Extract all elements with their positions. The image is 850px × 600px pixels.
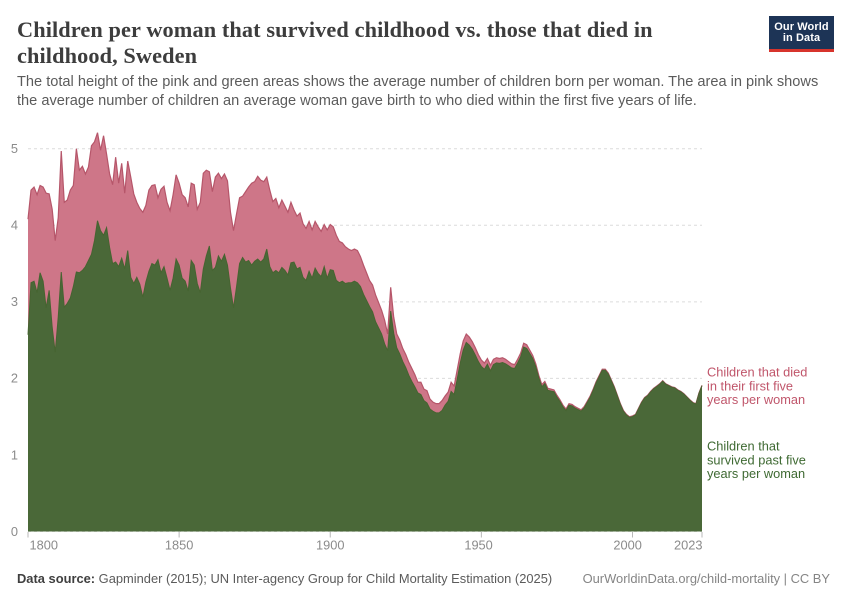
- plot-areas: [27, 132, 703, 532]
- chart-title-line2: childhood, Sweden: [17, 43, 198, 68]
- owid-credit-link[interactable]: OurWorldinData.org/child-mortality | CC …: [582, 571, 830, 586]
- legend-died: Children that died in their first five yea…: [707, 365, 807, 408]
- x-axis-label-1950: 1950: [464, 538, 492, 553]
- owid-logo: Our World in Data: [769, 16, 834, 52]
- owid-logo-line2: in Data: [782, 31, 821, 44]
- chart-title-line1: Children per woman that survived childho…: [17, 17, 653, 42]
- x-axis-label-1850: 1850: [165, 538, 193, 553]
- chart-footer: Data source: Gapminder (2015); UN Inter-…: [17, 571, 830, 586]
- y-axis-label-1: 1: [11, 447, 18, 462]
- y-axis-label-4: 4: [11, 218, 18, 233]
- y-axis-label-0: 0: [11, 524, 18, 539]
- y-axis-label-2: 2: [11, 371, 18, 386]
- x-axis-label-2023: 2023: [674, 538, 702, 553]
- x-axis-label-1900: 1900: [316, 538, 344, 553]
- line-total-children: [27, 132, 703, 418]
- data-source-note: Data source: Gapminder (2015); UN Inter-…: [17, 571, 552, 586]
- series-labels: Children that died in their first five yea…: [707, 365, 807, 482]
- data-source-text: Gapminder (2015); UN Inter-agency Group …: [95, 571, 553, 586]
- y-axis-label-3: 3: [11, 294, 18, 309]
- area-survived[interactable]: [28, 220, 702, 532]
- x-axis-labels: 1800 1850 1900 1950 2000 2023: [30, 538, 703, 553]
- x-axis-label-1800: 1800: [30, 538, 58, 553]
- legend-survived: Children that survived past five years per…: [707, 439, 806, 482]
- chart-subtitle-line2: the average number of children an averag…: [17, 93, 697, 110]
- y-axis-labels: 0 1 2 3 4 5: [11, 141, 18, 539]
- owid-logo-line1: Our World: [774, 20, 829, 33]
- y-axis-label-5: 5: [11, 141, 18, 156]
- chart-header: Children per woman that survived childho…: [17, 17, 839, 112]
- chart-subtitle-line1: The total height of the pink and green a…: [17, 74, 819, 90]
- chart-subtitle: The total height of the pink and green a…: [17, 73, 839, 112]
- x-axis-label-2000: 2000: [613, 538, 641, 553]
- data-source-label: Data source:: [17, 571, 96, 586]
- chart-title: Children per woman that survived childho…: [17, 17, 839, 69]
- line-survived: [27, 220, 703, 418]
- x-axis-ticks: [27, 532, 703, 538]
